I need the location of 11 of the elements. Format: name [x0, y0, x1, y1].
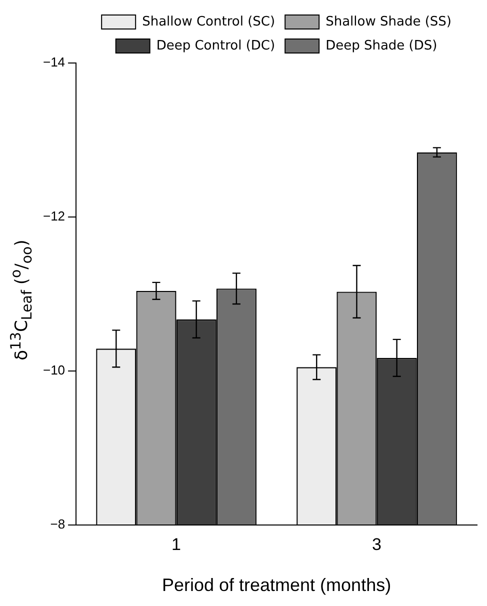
legend-label: Deep Control (DC) — [156, 38, 276, 54]
legend-label: Shallow Control (SC) — [142, 14, 276, 30]
y-tick-label: −12 — [42, 208, 66, 224]
y-tick-label: −8 — [50, 516, 66, 532]
x-tick-label: 1 — [172, 534, 182, 554]
y-tick-label: −10 — [42, 362, 66, 378]
legend-label: Shallow Shade (SS) — [326, 14, 452, 30]
legend-label: Deep Shade (DS) — [326, 38, 438, 54]
x-axis-title: Period of treatment (months) — [162, 575, 392, 596]
y-tick-label: −14 — [42, 54, 66, 70]
x-tick-label: 3 — [372, 534, 382, 554]
